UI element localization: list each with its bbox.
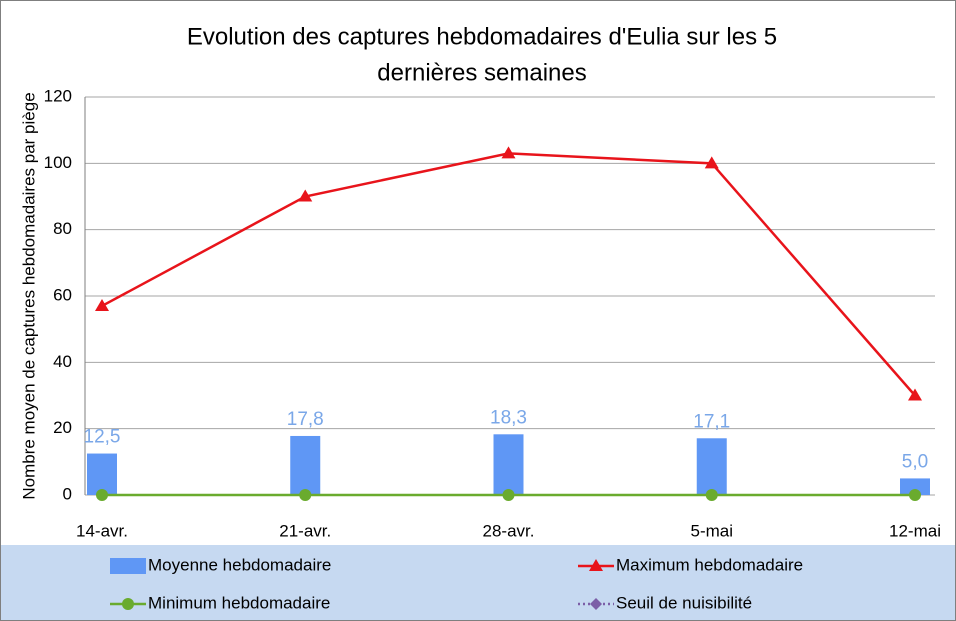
data-label: 17,1 [693,411,730,432]
y-tick-label: 20 [53,418,72,437]
marker [909,489,921,501]
data-label: 18,3 [490,407,527,428]
bar [87,453,117,495]
data-label: 5,0 [902,451,928,472]
marker [501,146,516,159]
y-tick-label: 120 [44,86,72,105]
marker [908,388,922,401]
legend-label: Minimum hebdomadaire [148,593,330,612]
chart-title: dernières semaines [377,59,586,86]
bar [493,434,524,495]
legend-swatch [110,558,146,574]
y-tick-label: 0 [63,484,72,503]
legend-marker [589,559,603,571]
legend-marker [590,598,602,610]
legend-marker [122,598,134,610]
chart-title: Evolution des captures hebdomadaires d'E… [187,23,777,50]
bar [696,438,727,495]
x-tick-label: 12-mai [889,521,941,540]
legend-background [1,545,955,620]
x-tick-label: 21-avr. [279,521,331,540]
marker [96,489,108,501]
marker [705,489,718,501]
legend-label: Maximum hebdomadaire [616,555,803,574]
marker [502,489,515,501]
marker [299,489,312,501]
bar [290,435,321,495]
marker [95,298,109,311]
y-tick-label: 100 [44,153,72,172]
y-tick-label: 60 [53,285,72,304]
marker [298,189,313,202]
legend-label: Moyenne hebdomadaire [148,555,331,574]
legend-label: Seuil de nuisibilité [616,593,752,612]
y-tick-label: 40 [53,352,72,371]
x-tick-label: 28-avr. [483,521,535,540]
x-tick-label: 5-mai [690,521,733,540]
x-tick-label: 14-avr. [76,521,128,540]
data-label: 17,8 [287,409,324,430]
y-axis-label: Nombre moyen de captures hebdomadaires p… [19,92,38,499]
bar [900,478,930,495]
y-tick-label: 80 [53,219,72,238]
data-label: 12,5 [84,427,121,448]
marker [704,156,719,169]
